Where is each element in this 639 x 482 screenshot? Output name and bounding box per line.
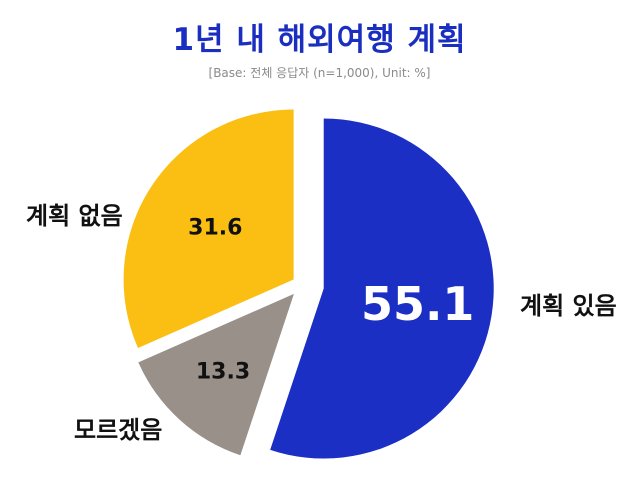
slice-label-plan-no: 계획 없음 [26, 202, 123, 230]
chart-subtitle: [Base: 전체 응답자 (n=1,000), Unit: %] [208, 66, 431, 80]
slice-dont-know [138, 293, 294, 456]
slice-plan-no [123, 109, 294, 349]
slice-plan-yes [270, 118, 494, 459]
value-label-dont-know: 13.3 [195, 359, 251, 385]
value-label-plan-yes: 55.1 [360, 276, 475, 331]
slice-label-plan-yes: 계획 있음 [520, 292, 617, 320]
value-label-plan-no: 31.6 [188, 215, 243, 241]
slice-label-dont-know: 모르겠음 [74, 416, 163, 444]
chart-title: 1년 내 해외여행 계획 [172, 22, 467, 58]
